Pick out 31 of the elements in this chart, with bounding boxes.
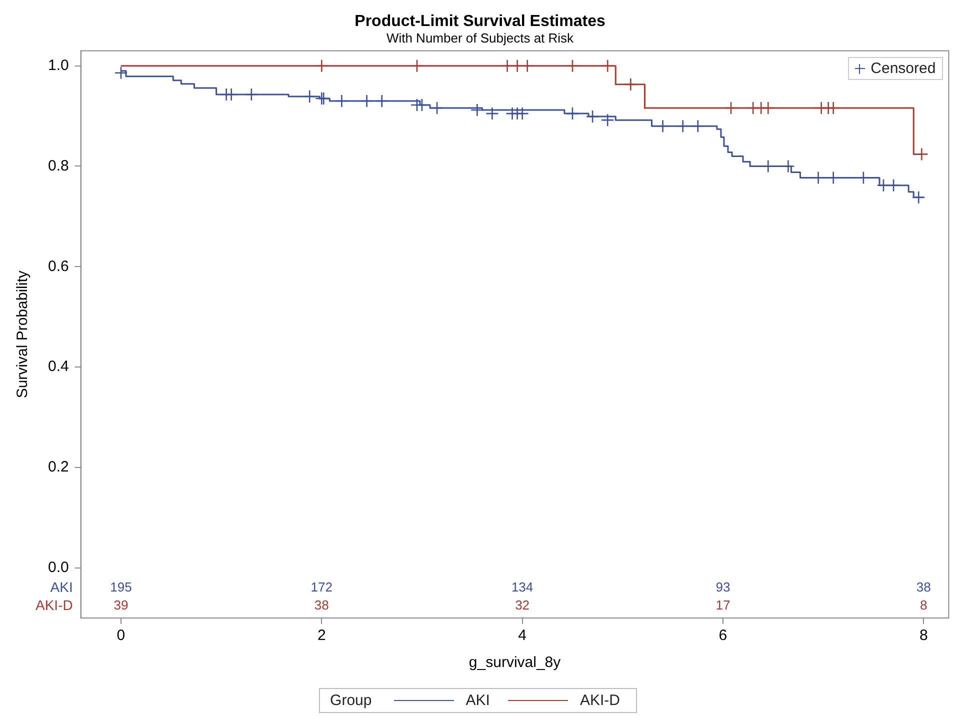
y-tick-label: 0.6 [48,258,69,275]
chart-subtitle: With Number of Subjects at Risk [386,30,574,46]
annotation: 195 [110,580,132,595]
annotation: 8 [920,598,928,613]
annotation: 38 [314,598,329,613]
x-tick-label: 4 [518,627,526,644]
y-tick-label: 0.2 [48,458,69,476]
annotation: 38 [916,580,931,595]
annotation: 39 [114,598,128,613]
y-tick-label: 0.0 [48,558,69,576]
text: AKI [50,578,73,595]
y-tick-label: 0.8 [48,157,69,174]
annotation: 17 [716,598,730,613]
x-tick-label: 2 [317,627,326,644]
x-tick-label: 0 [116,627,126,644]
legend-title: Group [330,692,372,709]
y-axis-title: Survival Probability [14,270,32,398]
legend-label: Censored [870,60,936,77]
y-tick-label: 1.0 [48,57,69,74]
annotation: 32 [515,598,530,613]
chart-title: Product-Limit Survival Estimates [354,13,606,30]
legend-label: AKI [466,692,490,709]
y-tick-label: 0.4 [48,358,69,376]
annotation: 172 [310,580,332,595]
x-tick-label: 8 [919,627,928,644]
annotation: 134 [511,580,534,595]
text: AKI-D [36,596,73,613]
x-tick-label: 6 [718,627,728,644]
x-axis-title: g_survival_8y [468,654,562,672]
legend-label: AKI-D [580,692,620,709]
annotation: 93 [716,580,730,595]
